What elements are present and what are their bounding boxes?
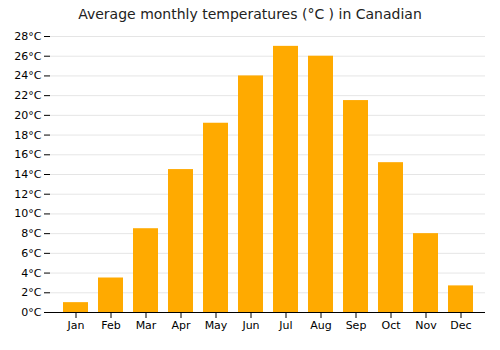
svg-text:28°C: 28°C: [14, 30, 41, 43]
svg-text:24°C: 24°C: [14, 69, 41, 82]
svg-text:10°C: 10°C: [14, 207, 41, 220]
html-text:Average monthly temperatures (: Average monthly temperatures (°C ) in Ca…: [78, 6, 422, 22]
svg-text:8°C: 8°C: [21, 227, 41, 240]
svg-text:Oct: Oct: [381, 319, 401, 332]
svg-text:Sep: Sep: [346, 319, 367, 332]
svg-text:16°C: 16°C: [14, 148, 41, 161]
svg-text:2°C: 2°C: [21, 286, 41, 299]
svg-text:Feb: Feb: [101, 319, 120, 332]
svg-text:4°C: 4°C: [21, 267, 41, 280]
svg-text:18°C: 18°C: [14, 129, 41, 142]
svg-text:Jul: Jul: [278, 319, 292, 332]
svg-text:22°C: 22°C: [14, 89, 41, 102]
svg-text:Mar: Mar: [136, 319, 157, 332]
svg-text:20°C: 20°C: [14, 109, 41, 122]
svg-text:14°C: 14°C: [14, 168, 41, 181]
svg-text:Nov: Nov: [415, 319, 437, 332]
svg-text:0°C: 0°C: [21, 306, 41, 319]
svg-text:12°C: 12°C: [14, 188, 41, 201]
svg-text:6°C: 6°C: [21, 247, 41, 260]
svg-text:Jan: Jan: [67, 319, 85, 332]
svg-text:May: May: [205, 319, 228, 332]
svg-text:26°C: 26°C: [14, 50, 41, 63]
svg-text:Aug: Aug: [310, 319, 331, 332]
svg-text:Dec: Dec: [450, 319, 471, 332]
svg-text:Jun: Jun: [241, 319, 259, 332]
svg-text:Apr: Apr: [171, 319, 191, 332]
